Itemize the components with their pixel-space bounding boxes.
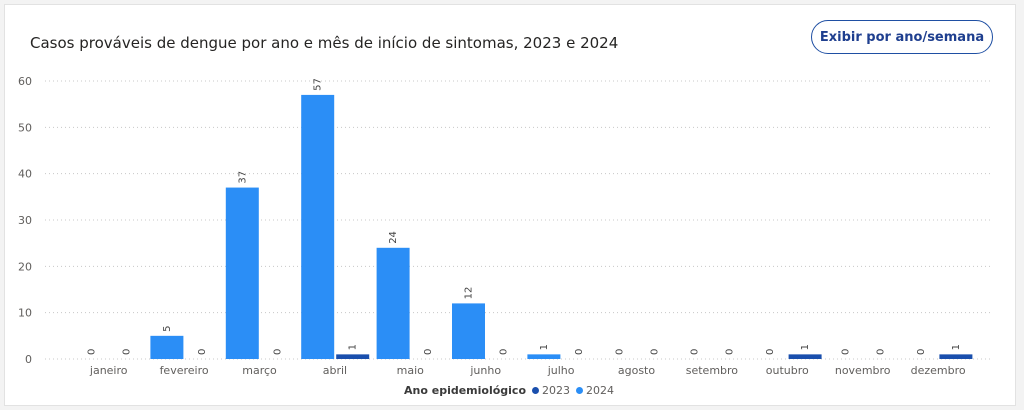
x-tick-label: julho	[547, 364, 575, 377]
data-label-2024: 24	[388, 231, 399, 244]
bar-2024	[527, 354, 561, 359]
x-tick-label: setembro	[686, 364, 739, 377]
legend-item-2023[interactable]: 2023	[532, 384, 570, 397]
x-tick-label: junho	[469, 364, 501, 377]
y-tick-label: 20	[18, 260, 32, 273]
legend-label-2023: 2023	[542, 384, 571, 397]
data-label-2024: 0	[690, 349, 701, 355]
data-label-2023: 1	[951, 344, 962, 350]
bar-2024	[452, 303, 485, 359]
legend-label-2024: 2024	[586, 384, 615, 397]
chart-title: Casos prováveis de dengue por ano e mês …	[30, 34, 619, 52]
view-by-week-button[interactable]: Exibir por ano/semana	[811, 20, 993, 54]
bar-2023	[336, 354, 370, 359]
data-label-2023: 0	[272, 349, 283, 355]
data-label-2024: 12	[464, 287, 475, 300]
x-tick-label: abril	[323, 364, 347, 377]
x-tick-label: maio	[397, 364, 425, 377]
data-label-2023: 0	[725, 349, 736, 355]
data-label-2024: 0	[916, 349, 927, 355]
x-tick-label: janeiro	[89, 364, 128, 377]
x-tick-label: fevereiro	[160, 364, 209, 377]
y-tick-label: 60	[18, 75, 32, 88]
data-label-2024: 5	[162, 325, 173, 331]
data-label-2023: 1	[800, 344, 811, 350]
data-label-2023: 0	[499, 349, 510, 355]
y-tick-label: 50	[18, 121, 32, 134]
data-label-2023: 0	[122, 349, 133, 355]
legend-dot-2023	[532, 387, 540, 394]
data-label-2024: 1	[539, 344, 550, 350]
y-tick-label: 10	[18, 307, 32, 320]
data-label-2024: 57	[313, 78, 324, 91]
data-label-2023: 1	[348, 344, 359, 350]
bar-2024	[225, 187, 259, 359]
legend-dot-2024	[576, 387, 584, 394]
x-tick-label: dezembro	[911, 364, 966, 377]
legend-item-2024[interactable]: 2024	[576, 384, 614, 397]
y-tick-label: 30	[18, 214, 32, 227]
data-label-2023: 0	[649, 349, 660, 355]
x-tick-label: março	[242, 364, 277, 377]
y-tick-label: 0	[25, 353, 32, 366]
data-label-2024: 0	[87, 349, 98, 355]
data-label-2023: 0	[423, 349, 434, 355]
data-label-2024: 37	[237, 171, 248, 184]
x-tick-label: agosto	[618, 364, 655, 377]
bar-2024	[150, 335, 184, 359]
bar-2024	[301, 94, 335, 360]
data-label-2023: 0	[876, 349, 887, 355]
legend-title: Ano epidemiológico	[404, 384, 527, 397]
data-label-2023: 0	[197, 349, 208, 355]
x-tick-label: novembro	[835, 364, 891, 377]
data-label-2024: 0	[614, 349, 625, 355]
bar-2024	[376, 247, 410, 359]
data-label-2024: 0	[841, 349, 852, 355]
bar-2023	[788, 354, 822, 359]
data-label-2024: 0	[765, 349, 776, 355]
data-label-2023: 0	[574, 349, 585, 355]
y-tick-label: 40	[18, 168, 32, 181]
legend: Ano epidemiológico 2023 2024	[404, 384, 620, 397]
x-tick-label: outubro	[766, 364, 809, 377]
bar-2023	[939, 354, 973, 359]
